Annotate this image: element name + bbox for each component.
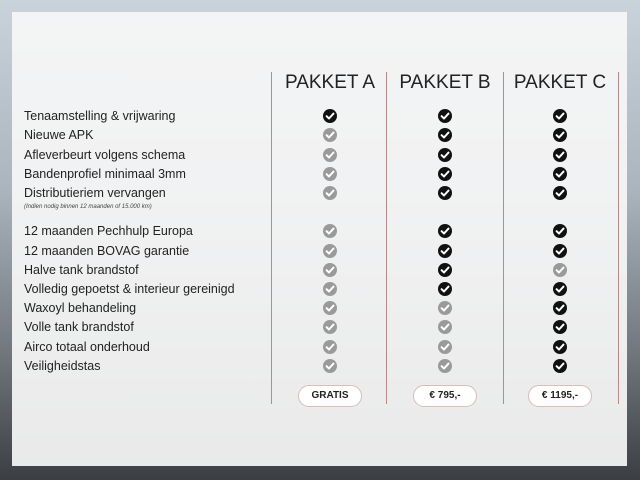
check-excluded-icon — [323, 282, 337, 296]
check-included-icon — [553, 320, 567, 334]
check-excluded-icon — [323, 186, 337, 200]
check-included-icon — [438, 282, 452, 296]
price-button[interactable]: GRATIS — [298, 385, 362, 407]
check-included-icon — [438, 224, 452, 238]
check-included-icon — [438, 148, 452, 162]
check-included-icon — [553, 109, 567, 123]
feature-label: Volle tank brandstof — [24, 320, 134, 334]
check-excluded-icon — [323, 301, 337, 315]
distribution-belt-note: (Indien nodig binnen 12 maanden of 15.00… — [24, 204, 152, 210]
feature-label: Waxoyl behandeling — [24, 301, 137, 315]
check-included-icon — [553, 128, 567, 142]
column-divider — [386, 72, 387, 404]
feature-label: Afleverbeurt volgens schema — [24, 148, 186, 162]
price-button[interactable]: € 1195,- — [528, 385, 592, 407]
check-excluded-icon — [323, 340, 337, 354]
check-excluded-icon — [323, 320, 337, 334]
check-included-icon — [553, 167, 567, 181]
check-excluded-icon — [438, 320, 452, 334]
check-included-icon — [553, 224, 567, 238]
check-included-icon — [553, 301, 567, 315]
check-included-icon — [438, 128, 452, 142]
check-included-icon — [553, 340, 567, 354]
check-excluded-icon — [438, 340, 452, 354]
check-included-icon — [438, 244, 452, 258]
feature-label: Nieuwe APK — [24, 128, 94, 142]
check-included-icon — [553, 282, 567, 296]
check-included-icon — [438, 186, 452, 200]
check-included-icon — [438, 167, 452, 181]
column-divider — [271, 72, 272, 404]
feature-label: 12 maanden BOVAG garantie — [24, 244, 190, 258]
check-excluded-icon — [323, 167, 337, 181]
column-divider — [618, 72, 619, 404]
check-excluded-icon — [438, 301, 452, 315]
feature-label: 12 maanden Pechhulp Europa — [24, 224, 193, 238]
feature-label: Veiligheidstas — [24, 359, 101, 373]
price-button[interactable]: € 795,- — [413, 385, 477, 407]
check-included-icon — [323, 109, 337, 123]
check-included-icon — [553, 359, 567, 373]
check-included-icon — [553, 244, 567, 258]
check-excluded-icon — [438, 359, 452, 373]
check-excluded-icon — [323, 148, 337, 162]
check-excluded-icon — [323, 128, 337, 142]
check-included-icon — [553, 148, 567, 162]
feature-label: Volledig gepoetst & interieur gereinigd — [24, 282, 235, 296]
check-excluded-icon — [323, 263, 337, 277]
feature-label: Tenaamstelling & vrijwaring — [24, 109, 176, 123]
package-header: PAKKET B — [399, 72, 491, 93]
check-included-icon — [553, 186, 567, 200]
check-excluded-icon — [323, 244, 337, 258]
feature-label: Halve tank brandstof — [24, 263, 139, 277]
check-included-icon — [438, 263, 452, 277]
feature-label: Distributieriem vervangen — [24, 186, 166, 200]
check-included-icon — [438, 109, 452, 123]
check-excluded-icon — [323, 224, 337, 238]
check-excluded-icon — [323, 359, 337, 373]
check-excluded-icon — [553, 263, 567, 277]
column-divider — [503, 72, 504, 404]
package-header: PAKKET C — [513, 72, 607, 93]
feature-label: Bandenprofiel minimaal 3mm — [24, 167, 186, 181]
feature-label: Airco totaal onderhoud — [24, 340, 150, 354]
package-header: PAKKET A — [284, 72, 376, 93]
